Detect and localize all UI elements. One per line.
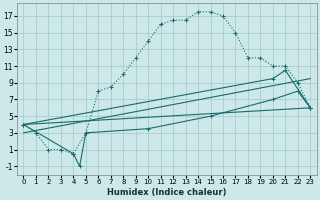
- X-axis label: Humidex (Indice chaleur): Humidex (Indice chaleur): [107, 188, 227, 197]
